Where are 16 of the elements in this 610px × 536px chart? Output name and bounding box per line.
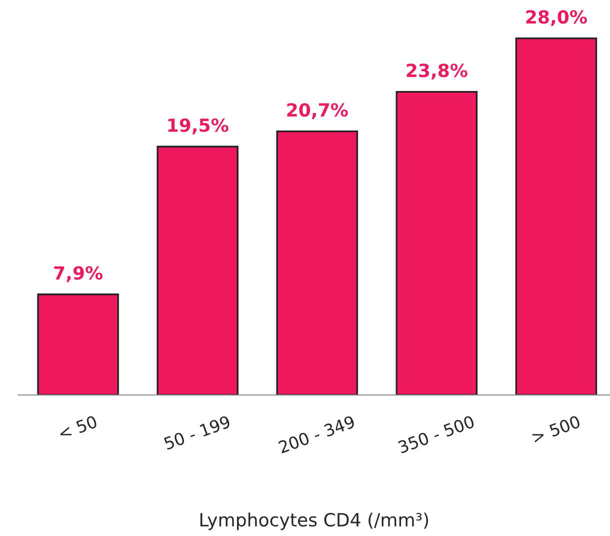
bar bbox=[37, 294, 119, 395]
x-axis-title: Lymphocytes CD4 (/mm³) bbox=[200, 512, 428, 530]
data-label: 23,8% bbox=[406, 64, 468, 80]
bar bbox=[396, 91, 478, 395]
data-label: 28,0% bbox=[526, 10, 587, 26]
bar bbox=[156, 146, 238, 395]
x-tick-label: > 500 bbox=[531, 415, 581, 444]
bar bbox=[276, 130, 358, 395]
x-tick-label: 350 - 500 bbox=[398, 415, 475, 454]
x-tick-label: 200 - 349 bbox=[278, 415, 356, 454]
x-tick-label: 50 - 199 bbox=[163, 415, 231, 450]
x-tick-label: < 50 bbox=[58, 415, 98, 440]
data-label: 7,9% bbox=[54, 266, 103, 282]
data-label: 20,7% bbox=[287, 103, 348, 120]
data-label: 19,5% bbox=[168, 118, 228, 134]
bar bbox=[515, 38, 598, 395]
